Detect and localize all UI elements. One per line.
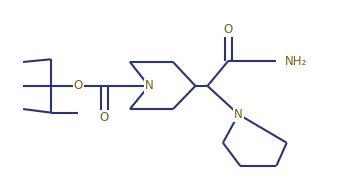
Text: O: O — [74, 79, 83, 92]
Text: O: O — [99, 111, 109, 124]
Text: N: N — [145, 79, 153, 92]
Text: O: O — [224, 23, 233, 36]
Text: N: N — [234, 108, 243, 121]
Text: NH₂: NH₂ — [285, 55, 307, 68]
